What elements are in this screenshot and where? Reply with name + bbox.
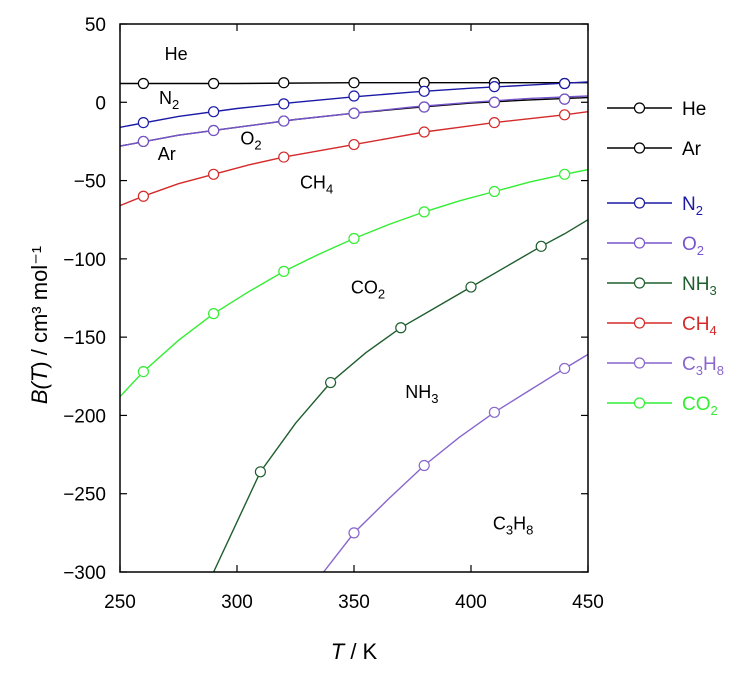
y-tick-label: −250 [63, 485, 106, 506]
y-tick-label: −50 [74, 172, 106, 193]
y-tick-label: −200 [63, 406, 106, 427]
point-C3H8 [488, 406, 500, 418]
y-tick-label: 0 [95, 93, 106, 114]
curve-NH3 [212, 219, 588, 572]
point-CO2 [348, 232, 360, 245]
point-CH4 [348, 138, 360, 151]
point-C3H8 [348, 527, 360, 539]
y-axis-title-t: T [27, 367, 52, 382]
legend-label-Ar: Ar [682, 139, 702, 160]
annotation-CH4: CH4 [300, 172, 333, 196]
point-CO2 [418, 206, 430, 218]
point-NH3 [254, 466, 266, 478]
point-O2 [278, 115, 290, 127]
point-O2 [137, 135, 149, 148]
plot-frame [119, 23, 589, 573]
annotation-Ar: Ar [158, 144, 176, 164]
point-CH4 [208, 168, 220, 180]
series-curves [120, 81, 588, 572]
legend-marker-O2 [633, 237, 646, 249]
y-tick-label: −300 [63, 563, 106, 584]
y-tick-label: −100 [63, 250, 106, 271]
point-He [278, 77, 290, 89]
point-CH4 [418, 126, 430, 138]
legend-label-NH3: NH3 [682, 274, 717, 298]
x-tick-label: 450 [572, 592, 604, 613]
y-tick-label: −150 [63, 328, 106, 349]
point-CH4 [488, 117, 500, 129]
legend-marker-N2 [633, 197, 646, 209]
legend-marker-CO2 [633, 397, 646, 409]
legend-marker-He [633, 102, 646, 114]
point-NH3 [535, 240, 547, 252]
point-CH4 [278, 151, 290, 163]
point-O2 [348, 107, 360, 119]
point-CO2 [488, 185, 500, 198]
legend-label-CH4: CH4 [682, 314, 717, 338]
point-N2 [208, 106, 220, 118]
point-NH3 [395, 322, 407, 334]
axis-ticks: 250 300 350 400 450 −300 −250 −200 −150 −100 −50 0 5… [63, 15, 604, 613]
point-He [348, 77, 360, 89]
point-CO2 [137, 365, 149, 378]
point-N2 [348, 90, 360, 102]
legend: He Ar N2 O2 NH3 CH4 C3H8 CO2 [607, 99, 724, 418]
curve-O2 [120, 95, 588, 147]
point-NH3 [465, 281, 477, 293]
point-N2 [137, 117, 149, 129]
annotation-N2: N2 [159, 88, 179, 112]
curve-C3H8 [323, 353, 588, 572]
y-axis-title: B(T) / cm³ mol⁻¹ [27, 246, 52, 404]
x-axis-title-symbol: T [331, 639, 346, 664]
x-axis-title-unit: / K [344, 639, 377, 664]
series-markers [137, 77, 571, 539]
legend-marker-NH3 [633, 277, 646, 289]
legend-label-C3H8: C3H8 [682, 354, 724, 378]
legend-marker-C3H8 [633, 357, 646, 369]
point-CO2 [278, 265, 290, 277]
point-CO2 [558, 168, 571, 180]
legend-label-O2: O2 [682, 234, 704, 258]
point-O2 [558, 93, 571, 105]
annotation-He: He [165, 44, 188, 64]
x-tick-label: 250 [104, 592, 136, 613]
point-He [208, 77, 220, 90]
annotation-C3H8: C3H8 [493, 514, 533, 538]
point-C3H8 [418, 459, 430, 472]
y-axis-title-unit: ) / cm³ mol⁻¹ [27, 246, 52, 369]
annotation-O2: O2 [240, 129, 261, 153]
legend-label-CO2: CO2 [682, 394, 718, 418]
legend-label-He: He [682, 99, 706, 120]
annotation-NH3: NH3 [405, 382, 438, 406]
point-CO2 [208, 308, 220, 320]
point-C3H8 [558, 362, 571, 375]
x-axis-title: T / K [331, 639, 378, 664]
y-tick-label: 50 [85, 15, 106, 36]
point-N2 [488, 81, 500, 93]
annotation-CO2: CO2 [351, 277, 385, 301]
y-axis-title-b: B( [27, 379, 52, 404]
x-tick-label: 350 [338, 592, 370, 613]
point-O2 [488, 96, 500, 108]
curve-Ar [120, 96, 588, 147]
x-tick-label: 400 [455, 592, 487, 613]
point-CH4 [558, 109, 571, 121]
legend-marker-CH4 [633, 317, 646, 329]
point-O2 [208, 124, 220, 137]
point-N2 [278, 98, 290, 110]
point-N2 [558, 77, 571, 90]
point-N2 [418, 85, 430, 97]
point-O2 [418, 101, 430, 113]
x-tick-label: 300 [221, 592, 253, 613]
legend-label-N2: N2 [682, 194, 703, 218]
legend-marker-Ar [633, 142, 646, 154]
point-CH4 [137, 190, 149, 202]
series-annotations: He N2 O2 Ar CH4 CO2 NH3 C3H8 [158, 44, 534, 538]
curve-CH4 [120, 111, 588, 207]
point-He [137, 77, 149, 90]
point-NH3 [325, 376, 337, 389]
